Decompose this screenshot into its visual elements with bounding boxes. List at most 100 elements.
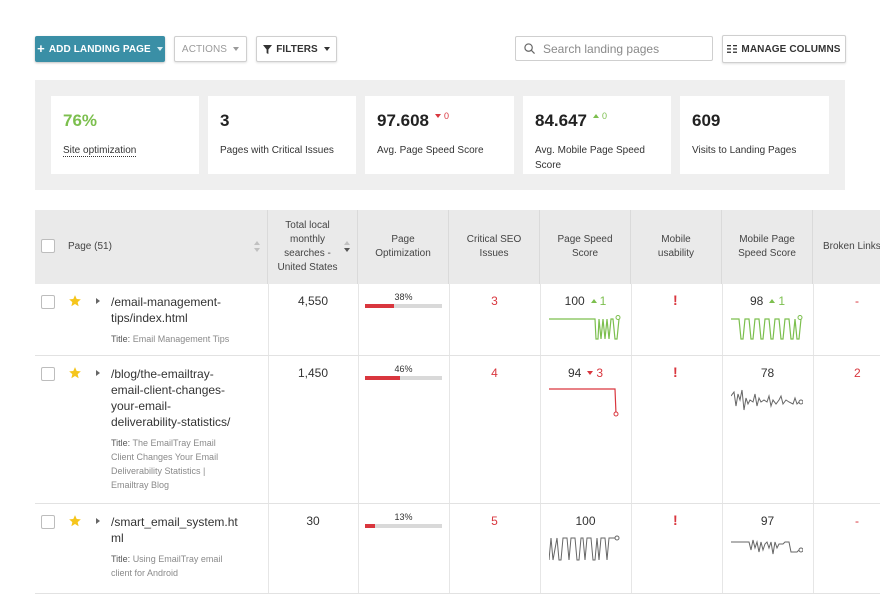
searches-value: 30 — [306, 514, 320, 528]
mobile-speed-sparkline — [731, 539, 803, 555]
manage-columns-button[interactable]: MANAGE COLUMNS — [722, 35, 846, 63]
mobile-speed-cell: 97 — [760, 514, 775, 528]
optimization-bar — [365, 376, 442, 380]
up-arrow-icon — [590, 299, 597, 303]
column-header-mobile-usability[interactable]: Mobile usability — [631, 210, 722, 284]
broken-links-link[interactable]: 2 — [854, 366, 861, 380]
actions-button[interactable]: ACTIONS — [174, 36, 247, 62]
add-landing-page-button[interactable]: + ADD LANDING PAGE — [35, 36, 165, 62]
column-header-mobile-speed[interactable]: Mobile Page Speed Score — [722, 210, 813, 284]
sort-desc-icon — [344, 241, 351, 253]
visits-value: 609 — [692, 111, 721, 130]
searches-value: 1,450 — [297, 366, 329, 380]
table-row: /blog/the-emailtray-email-client-changes… — [35, 356, 880, 504]
filter-icon — [263, 44, 273, 54]
optimization-meter: 13% — [365, 512, 442, 528]
site-optimization-link[interactable]: Site optimization — [63, 145, 137, 156]
search-box — [515, 36, 713, 61]
page-speed-delta: 0 — [435, 111, 449, 121]
search-input[interactable] — [543, 41, 703, 56]
mobile-speed-cell: 78 — [760, 366, 775, 380]
down-arrow-icon — [587, 371, 594, 375]
row-checkbox[interactable] — [41, 367, 55, 381]
column-header-page[interactable]: Page (51) — [35, 210, 268, 284]
speed-delta: 3 — [587, 366, 603, 380]
summary-card-critical: 3 Pages with Critical Issues — [208, 96, 356, 174]
chevron-down-icon — [323, 47, 330, 51]
page-speed-cell: 94 3 — [567, 366, 604, 380]
page-speed-sparkline — [549, 315, 621, 340]
critical-pages-value: 3 — [220, 111, 230, 130]
mobile-speed-sparkline — [731, 389, 803, 411]
mobile-usability-alert-icon[interactable]: ! — [673, 512, 678, 528]
page-speed-label: Avg. Page Speed Score — [377, 145, 484, 156]
table-row: /smart_email_system.html Title: Using Em… — [35, 504, 880, 594]
page-speed-cell: 100 1 — [564, 294, 607, 308]
mobile-usability-alert-icon[interactable]: ! — [673, 364, 678, 380]
critical-issues-link[interactable]: 5 — [491, 514, 498, 528]
column-header-searches[interactable]: Total local monthly searches - United St… — [268, 210, 358, 284]
select-all-checkbox[interactable] — [41, 239, 55, 253]
row-checkbox[interactable] — [41, 295, 55, 309]
chevron-down-icon — [156, 47, 163, 51]
column-header-optimization[interactable]: Page Optimization — [358, 210, 449, 284]
mobile-speed-sparkline — [731, 315, 803, 340]
expand-row-icon[interactable] — [96, 518, 100, 524]
mobile-speed-delta: 1 — [769, 294, 785, 308]
columns-icon — [727, 45, 738, 53]
up-arrow-icon — [593, 114, 599, 118]
expand-row-icon[interactable] — [96, 298, 100, 304]
manage-columns-label: MANAGE COLUMNS — [741, 43, 841, 55]
page-speed-value: 97.608 — [377, 111, 429, 130]
mobile-speed-value: 84.647 — [535, 111, 587, 130]
page-url-link[interactable]: /email-management-tips/index.html Title:… — [111, 294, 251, 346]
critical-issues-link[interactable]: 4 — [491, 366, 498, 380]
expand-row-icon[interactable] — [96, 370, 100, 376]
mobile-usability-alert-icon[interactable]: ! — [673, 292, 678, 308]
optimization-meter: 46% — [365, 364, 442, 380]
speed-delta: 1 — [590, 294, 606, 308]
optimization-meter: 38% — [365, 292, 442, 308]
row-checkbox[interactable] — [41, 515, 55, 529]
mobile-speed-delta: 0 — [593, 111, 607, 121]
plus-icon: + — [37, 41, 45, 56]
summary-card-mobile-speed: 84.647 0 Avg. Mobile Page Speed Score — [523, 96, 671, 174]
search-icon — [524, 43, 535, 54]
summary-card-visits: 609 Visits to Landing Pages — [680, 96, 829, 174]
page-url-link[interactable]: /smart_email_system.html Title: Using Em… — [111, 514, 243, 580]
broken-links-value: - — [855, 514, 859, 528]
star-icon[interactable] — [68, 366, 82, 380]
mobile-speed-cell: 98 1 — [749, 294, 786, 308]
sort-icon — [254, 241, 261, 253]
page-title-text: Title: The EmailTray Email Client Change… — [111, 438, 219, 490]
column-header-critical[interactable]: Critical SEO Issues — [449, 210, 540, 284]
critical-issues-link[interactable]: 3 — [491, 294, 498, 308]
table-row: /email-management-tips/index.html Title:… — [35, 284, 880, 356]
star-icon[interactable] — [68, 294, 82, 308]
filters-label: FILTERS — [276, 43, 318, 55]
visits-label: Visits to Landing Pages — [692, 145, 797, 156]
chevron-down-icon — [233, 47, 240, 51]
actions-label: ACTIONS — [181, 43, 228, 55]
page-speed-sparkline — [549, 388, 619, 417]
up-arrow-icon — [769, 299, 776, 303]
mobile-speed-label: Avg. Mobile Page Speed Score — [535, 145, 645, 171]
page-speed-cell: 100 — [575, 514, 596, 528]
page-url-link[interactable]: /blog/the-emailtray-email-client-changes… — [111, 367, 231, 490]
searches-value: 4,550 — [297, 294, 329, 308]
column-header-speed[interactable]: Page Speed Score — [540, 210, 631, 284]
optimization-bar — [365, 304, 442, 308]
column-header-broken-links[interactable]: Broken Links — [823, 241, 880, 252]
summary-card-site-optimization: 76% Site optimization — [51, 96, 199, 174]
summary-panel: 76% Site optimization 3 Pages with Criti… — [35, 80, 845, 190]
optimization-bar — [365, 524, 442, 528]
filters-button[interactable]: FILTERS — [256, 36, 337, 62]
critical-pages-label: Pages with Critical Issues — [220, 145, 334, 156]
broken-links-value: - — [855, 294, 859, 308]
page-title-text: Title: Using EmailTray email client for … — [111, 554, 223, 578]
star-icon[interactable] — [68, 514, 82, 528]
down-arrow-icon — [435, 114, 441, 118]
add-landing-page-label: ADD LANDING PAGE — [48, 43, 151, 55]
page-title-text: Title: Email Management Tips — [111, 334, 230, 344]
site-optimization-value: 76% — [63, 111, 98, 130]
